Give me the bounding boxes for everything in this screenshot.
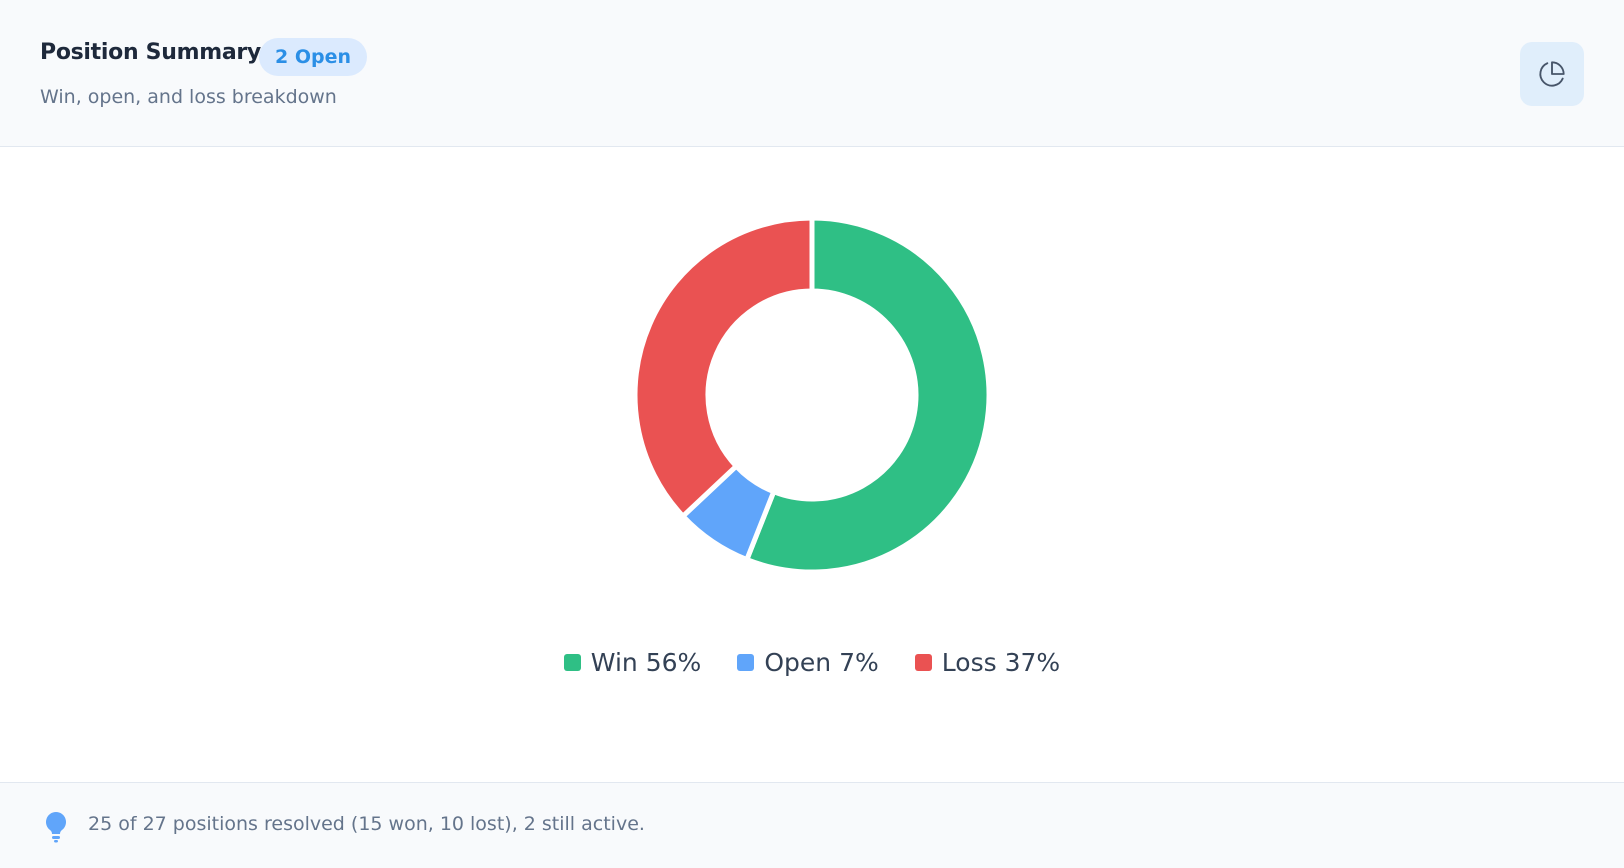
legend-value: 7%	[839, 648, 879, 677]
donut-segment	[632, 215, 815, 519]
pie-icon	[1539, 61, 1565, 87]
card-header: Position Summary 2 Open Win, open, and l…	[0, 0, 1624, 147]
legend-value: 56%	[645, 648, 702, 677]
legend-swatch	[737, 654, 755, 671]
legend-label: Open	[764, 648, 832, 677]
legend-swatch	[914, 654, 932, 671]
legend-value: 37%	[1004, 648, 1061, 677]
footer-note: 25 of 27 positions resolved (15 won, 10 …	[88, 813, 645, 835]
legend-label: Win	[590, 648, 638, 677]
card-footer: 25 of 27 positions resolved (15 won, 10 …	[0, 782, 1624, 868]
chart-icon-button[interactable]	[1520, 42, 1584, 106]
legend-label: Loss	[941, 648, 997, 677]
lightbulb-icon	[46, 812, 66, 843]
legend: Win 56% Open 7% Loss 37%	[0, 648, 1624, 677]
legend-item: Open 7%	[737, 648, 879, 677]
donut-chart	[632, 215, 992, 575]
status-badge: 2 Open	[259, 38, 367, 76]
legend-item: Loss 37%	[914, 648, 1061, 677]
donut-segment	[744, 215, 992, 575]
card-title: Position Summary	[40, 40, 261, 65]
legend-item: Win 56%	[563, 648, 702, 677]
card-subtitle: Win, open, and loss breakdown	[40, 86, 337, 108]
legend-swatch	[563, 654, 581, 671]
